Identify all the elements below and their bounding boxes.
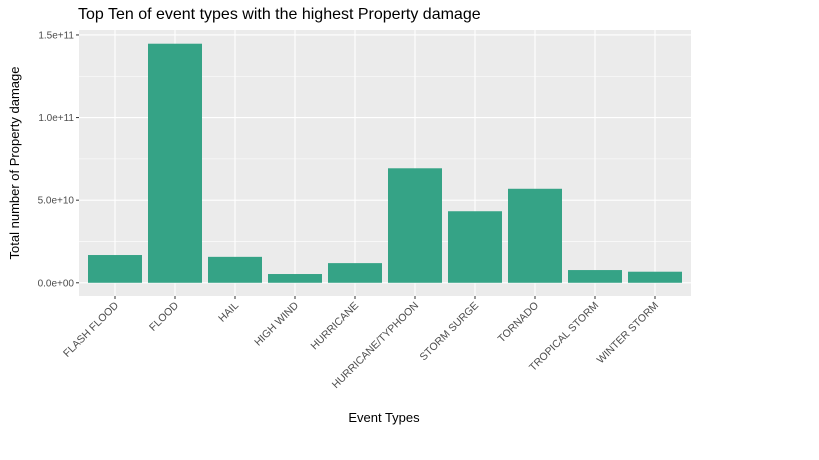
y-tick-label: 5.0e+10 xyxy=(38,196,75,207)
x-tick-label: FLASH FLOOD xyxy=(61,299,121,359)
x-tick-label: TORNADO xyxy=(496,300,541,345)
x-tick-label: STORM SURGE xyxy=(417,300,481,364)
bar xyxy=(508,188,562,283)
x-tick-label: FLOOD xyxy=(147,299,181,333)
y-tick-label: 0.0e+00 xyxy=(38,278,75,289)
x-axis-ticks: FLASH FLOOD FLOOD HAIL HIGH WIND HURRICANEHU… xyxy=(61,296,661,391)
x-axis-title: Event Types xyxy=(348,410,420,425)
bar xyxy=(148,43,202,283)
bar xyxy=(388,168,442,283)
bar xyxy=(328,263,382,283)
bars xyxy=(88,43,682,283)
bar xyxy=(628,271,682,283)
bar xyxy=(88,255,142,283)
x-tick-label: WINTER STORM xyxy=(595,300,662,367)
chart-title: Top Ten of event types with the highest … xyxy=(78,6,481,23)
bar xyxy=(268,274,322,283)
y-tick-label: 1.0e+11 xyxy=(38,113,74,124)
bar xyxy=(568,270,622,283)
y-axis-ticks: 0.0e+00 5.0e+10 1.0e+11 1.5e+11 xyxy=(38,30,79,289)
x-tick-label: HAIL xyxy=(216,300,241,325)
bar xyxy=(208,256,262,283)
x-tick-label: HURRICANE xyxy=(308,300,361,353)
y-tick-label: 1.5e+11 xyxy=(38,30,74,41)
x-tick-label: HIGH WIND xyxy=(252,299,301,348)
y-axis-title: Total number of Property damage xyxy=(7,67,22,260)
bar xyxy=(448,211,502,283)
